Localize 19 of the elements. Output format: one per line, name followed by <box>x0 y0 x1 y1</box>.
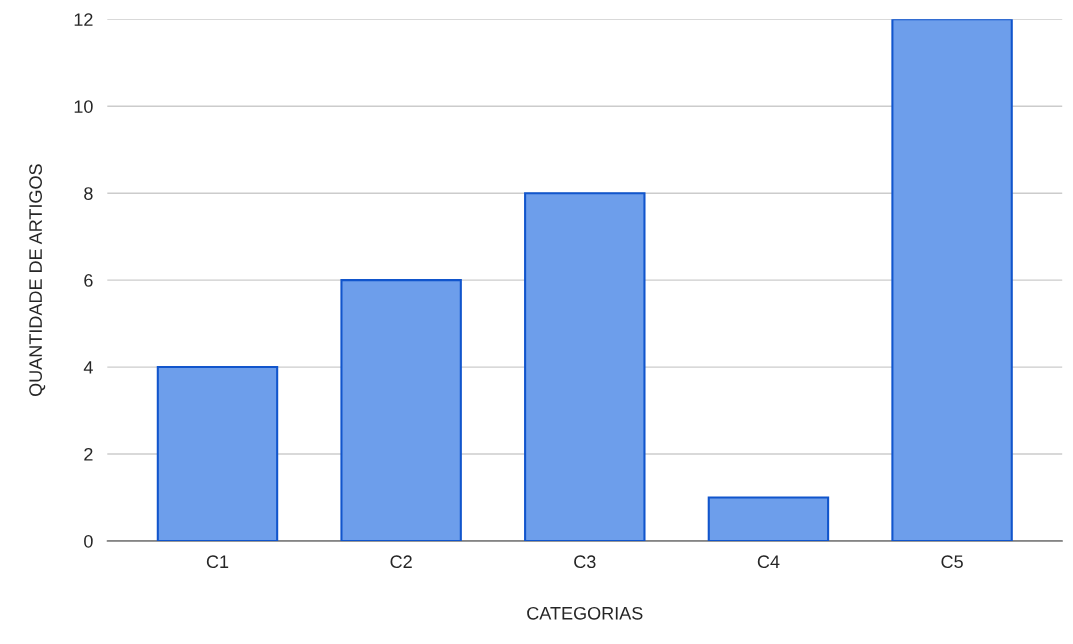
bar <box>891 19 1013 541</box>
y-tick-label: 4 <box>83 361 93 374</box>
x-tick-label: C5 <box>941 555 963 569</box>
y-axis-title: QUANTIDADE DE ARTIGOS <box>29 164 46 397</box>
x-tick-label: C2 <box>390 555 412 569</box>
y-tick-label: 8 <box>84 187 93 200</box>
bar <box>340 279 462 541</box>
bar <box>524 192 646 541</box>
x-tick-label: C3 <box>574 555 596 569</box>
y-tick-label: 12 <box>74 13 93 26</box>
y-tick-label: 2 <box>84 447 93 461</box>
x-tick-label: C4 <box>757 555 780 569</box>
x-axis-title: CATEGORIAS <box>527 606 643 620</box>
bar <box>707 496 830 541</box>
y-tick-label: 10 <box>74 100 93 113</box>
bar <box>156 366 279 541</box>
y-tick-label: 0 <box>84 534 93 548</box>
y-tick-label: 6 <box>84 274 93 287</box>
x-tick-label: C1 <box>206 555 229 569</box>
